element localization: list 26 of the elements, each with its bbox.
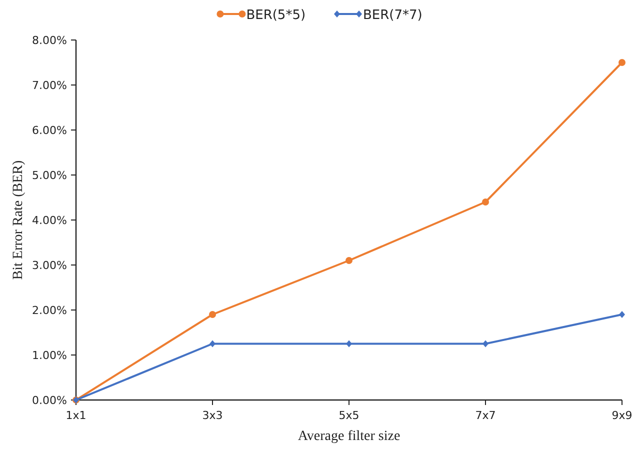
- x-axis-title: Average filter size: [298, 429, 400, 444]
- point: [346, 257, 352, 264]
- x-tick-label: 7x7: [475, 409, 496, 422]
- y-tick-label: 7.00%: [32, 79, 67, 92]
- legend-label: BER(5*5): [246, 8, 306, 23]
- y-tick-label: 2.00%: [32, 304, 67, 317]
- point: [346, 340, 352, 348]
- y-tick-label: 1.00%: [32, 349, 67, 362]
- y-tick-label: 5.00%: [32, 169, 67, 182]
- point: [619, 311, 625, 318]
- point: [482, 340, 488, 348]
- y-tick-label: 0.00%: [32, 394, 67, 407]
- y-tick-label: 4.00%: [32, 214, 67, 227]
- point: [482, 198, 489, 206]
- y-tick-label: 8.00%: [32, 34, 67, 47]
- point: [209, 311, 216, 318]
- x-tick-label: 1x1: [66, 409, 86, 422]
- point: [210, 340, 216, 348]
- point: [618, 59, 626, 66]
- x-tick-label: 3x3: [202, 409, 223, 422]
- x-tick-label: 5x5: [338, 409, 360, 422]
- y-tick-label: 3.00%: [32, 259, 67, 272]
- legend-label: BER(7*7): [363, 8, 422, 23]
- x-tick-label: 9x9: [612, 409, 632, 422]
- y-tick-label: 6.00%: [32, 124, 67, 137]
- y-axis-title: Bit Error Rate (BER): [11, 160, 26, 280]
